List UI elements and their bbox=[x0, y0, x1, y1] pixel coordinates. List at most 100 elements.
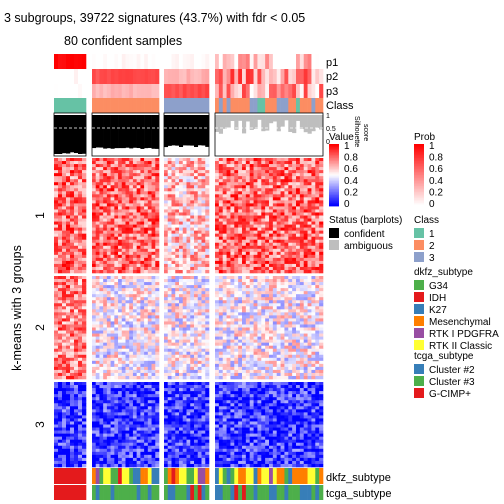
prob-scale-cell bbox=[414, 154, 424, 157]
p3-cell bbox=[114, 84, 119, 98]
p3-cell bbox=[272, 84, 278, 98]
prob-scale-cell bbox=[414, 173, 424, 176]
value-scale-cell bbox=[329, 185, 339, 188]
p1-cell bbox=[179, 54, 184, 69]
prob-scale-cell bbox=[414, 170, 424, 173]
class-cell bbox=[276, 98, 281, 113]
silhouette-frame bbox=[53, 112, 87, 157]
class-cell bbox=[167, 98, 172, 113]
silhouette-bar bbox=[106, 115, 111, 149]
tcga-cell bbox=[129, 485, 134, 500]
p2-cell bbox=[226, 69, 231, 84]
silhouette-bar bbox=[299, 115, 305, 129]
p3-cell bbox=[164, 84, 169, 98]
p3-cell bbox=[296, 84, 301, 98]
dkfz-cell bbox=[296, 468, 301, 484]
value-scale-cell bbox=[329, 195, 339, 198]
silhouette-bar bbox=[171, 115, 176, 146]
p1-cell bbox=[238, 54, 243, 69]
tcga-cell bbox=[242, 485, 247, 500]
tcga-cell bbox=[179, 485, 184, 500]
p2-cell bbox=[118, 69, 123, 84]
silhouette-bar bbox=[114, 115, 119, 149]
p2-cell bbox=[292, 69, 297, 84]
class-cell bbox=[284, 98, 289, 113]
dkfz-cell bbox=[136, 468, 141, 484]
p3-cell bbox=[167, 84, 172, 98]
class-cell bbox=[171, 98, 176, 113]
p3-cell bbox=[299, 84, 305, 98]
silhouette-bar bbox=[92, 115, 97, 149]
silhouette-bar bbox=[222, 115, 227, 129]
p2-cell bbox=[106, 69, 111, 84]
silhouette-bar bbox=[110, 115, 115, 149]
tcga-swatch bbox=[414, 364, 424, 374]
p3-cell bbox=[257, 84, 262, 98]
p1-cell bbox=[140, 54, 145, 69]
dkfz-swatch bbox=[414, 328, 424, 338]
p2-cell bbox=[215, 69, 220, 84]
class-cell bbox=[58, 98, 63, 113]
silhouette-bar bbox=[205, 115, 210, 147]
p3-cell bbox=[253, 84, 258, 98]
p3-cell bbox=[197, 84, 202, 98]
class-cell bbox=[307, 98, 312, 113]
dkfz-cell bbox=[311, 468, 316, 484]
p2-cell bbox=[261, 69, 266, 84]
tcga-cell bbox=[253, 485, 258, 500]
p1-cell bbox=[78, 54, 83, 69]
dkfz-cell bbox=[201, 468, 206, 484]
status-swatch bbox=[329, 228, 339, 238]
p1-cell bbox=[319, 54, 324, 69]
silhouette-label: Silhouette bbox=[353, 116, 360, 147]
dkfz-cell bbox=[62, 468, 67, 484]
p3-cell bbox=[284, 84, 289, 98]
value-scale-cell bbox=[329, 198, 339, 201]
p2-cell bbox=[245, 69, 251, 84]
prob-scale-cell bbox=[414, 181, 424, 184]
p2-cell bbox=[197, 69, 202, 84]
tcga-cell bbox=[218, 485, 224, 500]
silhouette-bar bbox=[319, 115, 324, 130]
tcga-cell bbox=[58, 485, 63, 500]
value-scale-cell bbox=[329, 162, 339, 165]
p1-cell bbox=[234, 54, 239, 69]
p3-cell bbox=[242, 84, 247, 98]
p3-cell bbox=[118, 84, 123, 98]
dkfz-cell bbox=[261, 468, 266, 484]
tcga-legend-title: tcga_subtype bbox=[414, 351, 474, 362]
p2-cell bbox=[190, 69, 195, 84]
p3-cell bbox=[58, 84, 63, 98]
class-cell bbox=[70, 98, 75, 113]
tcga-cell bbox=[230, 485, 235, 500]
value-scale-cell bbox=[329, 165, 339, 168]
class-cell bbox=[110, 98, 115, 113]
class-cell bbox=[242, 98, 247, 113]
p1-cell bbox=[121, 54, 126, 69]
p3-cell bbox=[179, 84, 184, 98]
prob-scale-cell bbox=[414, 150, 424, 153]
dkfz-cell bbox=[103, 468, 108, 484]
class-cell bbox=[272, 98, 278, 113]
tcga-cell bbox=[78, 485, 83, 500]
p1-cell bbox=[118, 54, 123, 69]
dkfz-swatch bbox=[414, 304, 424, 314]
tcga-cell bbox=[106, 485, 111, 500]
p2-cell bbox=[222, 69, 227, 84]
tcga-label: tcga_subtype bbox=[326, 488, 391, 500]
dkfz-cell bbox=[182, 468, 187, 484]
p2-cell bbox=[288, 69, 293, 84]
p1-cell bbox=[147, 54, 152, 69]
dkfz-cell bbox=[284, 468, 289, 484]
row-group-label: 3 bbox=[33, 421, 47, 428]
p1-cell bbox=[132, 54, 137, 69]
value-scale-cell bbox=[329, 182, 339, 185]
class-cell bbox=[303, 98, 308, 113]
silhouette-bar bbox=[261, 115, 266, 132]
p1-cell bbox=[242, 54, 247, 69]
p1-cell bbox=[164, 54, 169, 69]
value-tick: 0 bbox=[344, 199, 350, 210]
prob-scale-cell bbox=[414, 159, 424, 162]
p3-cell bbox=[171, 84, 176, 98]
class-cell bbox=[54, 98, 59, 113]
